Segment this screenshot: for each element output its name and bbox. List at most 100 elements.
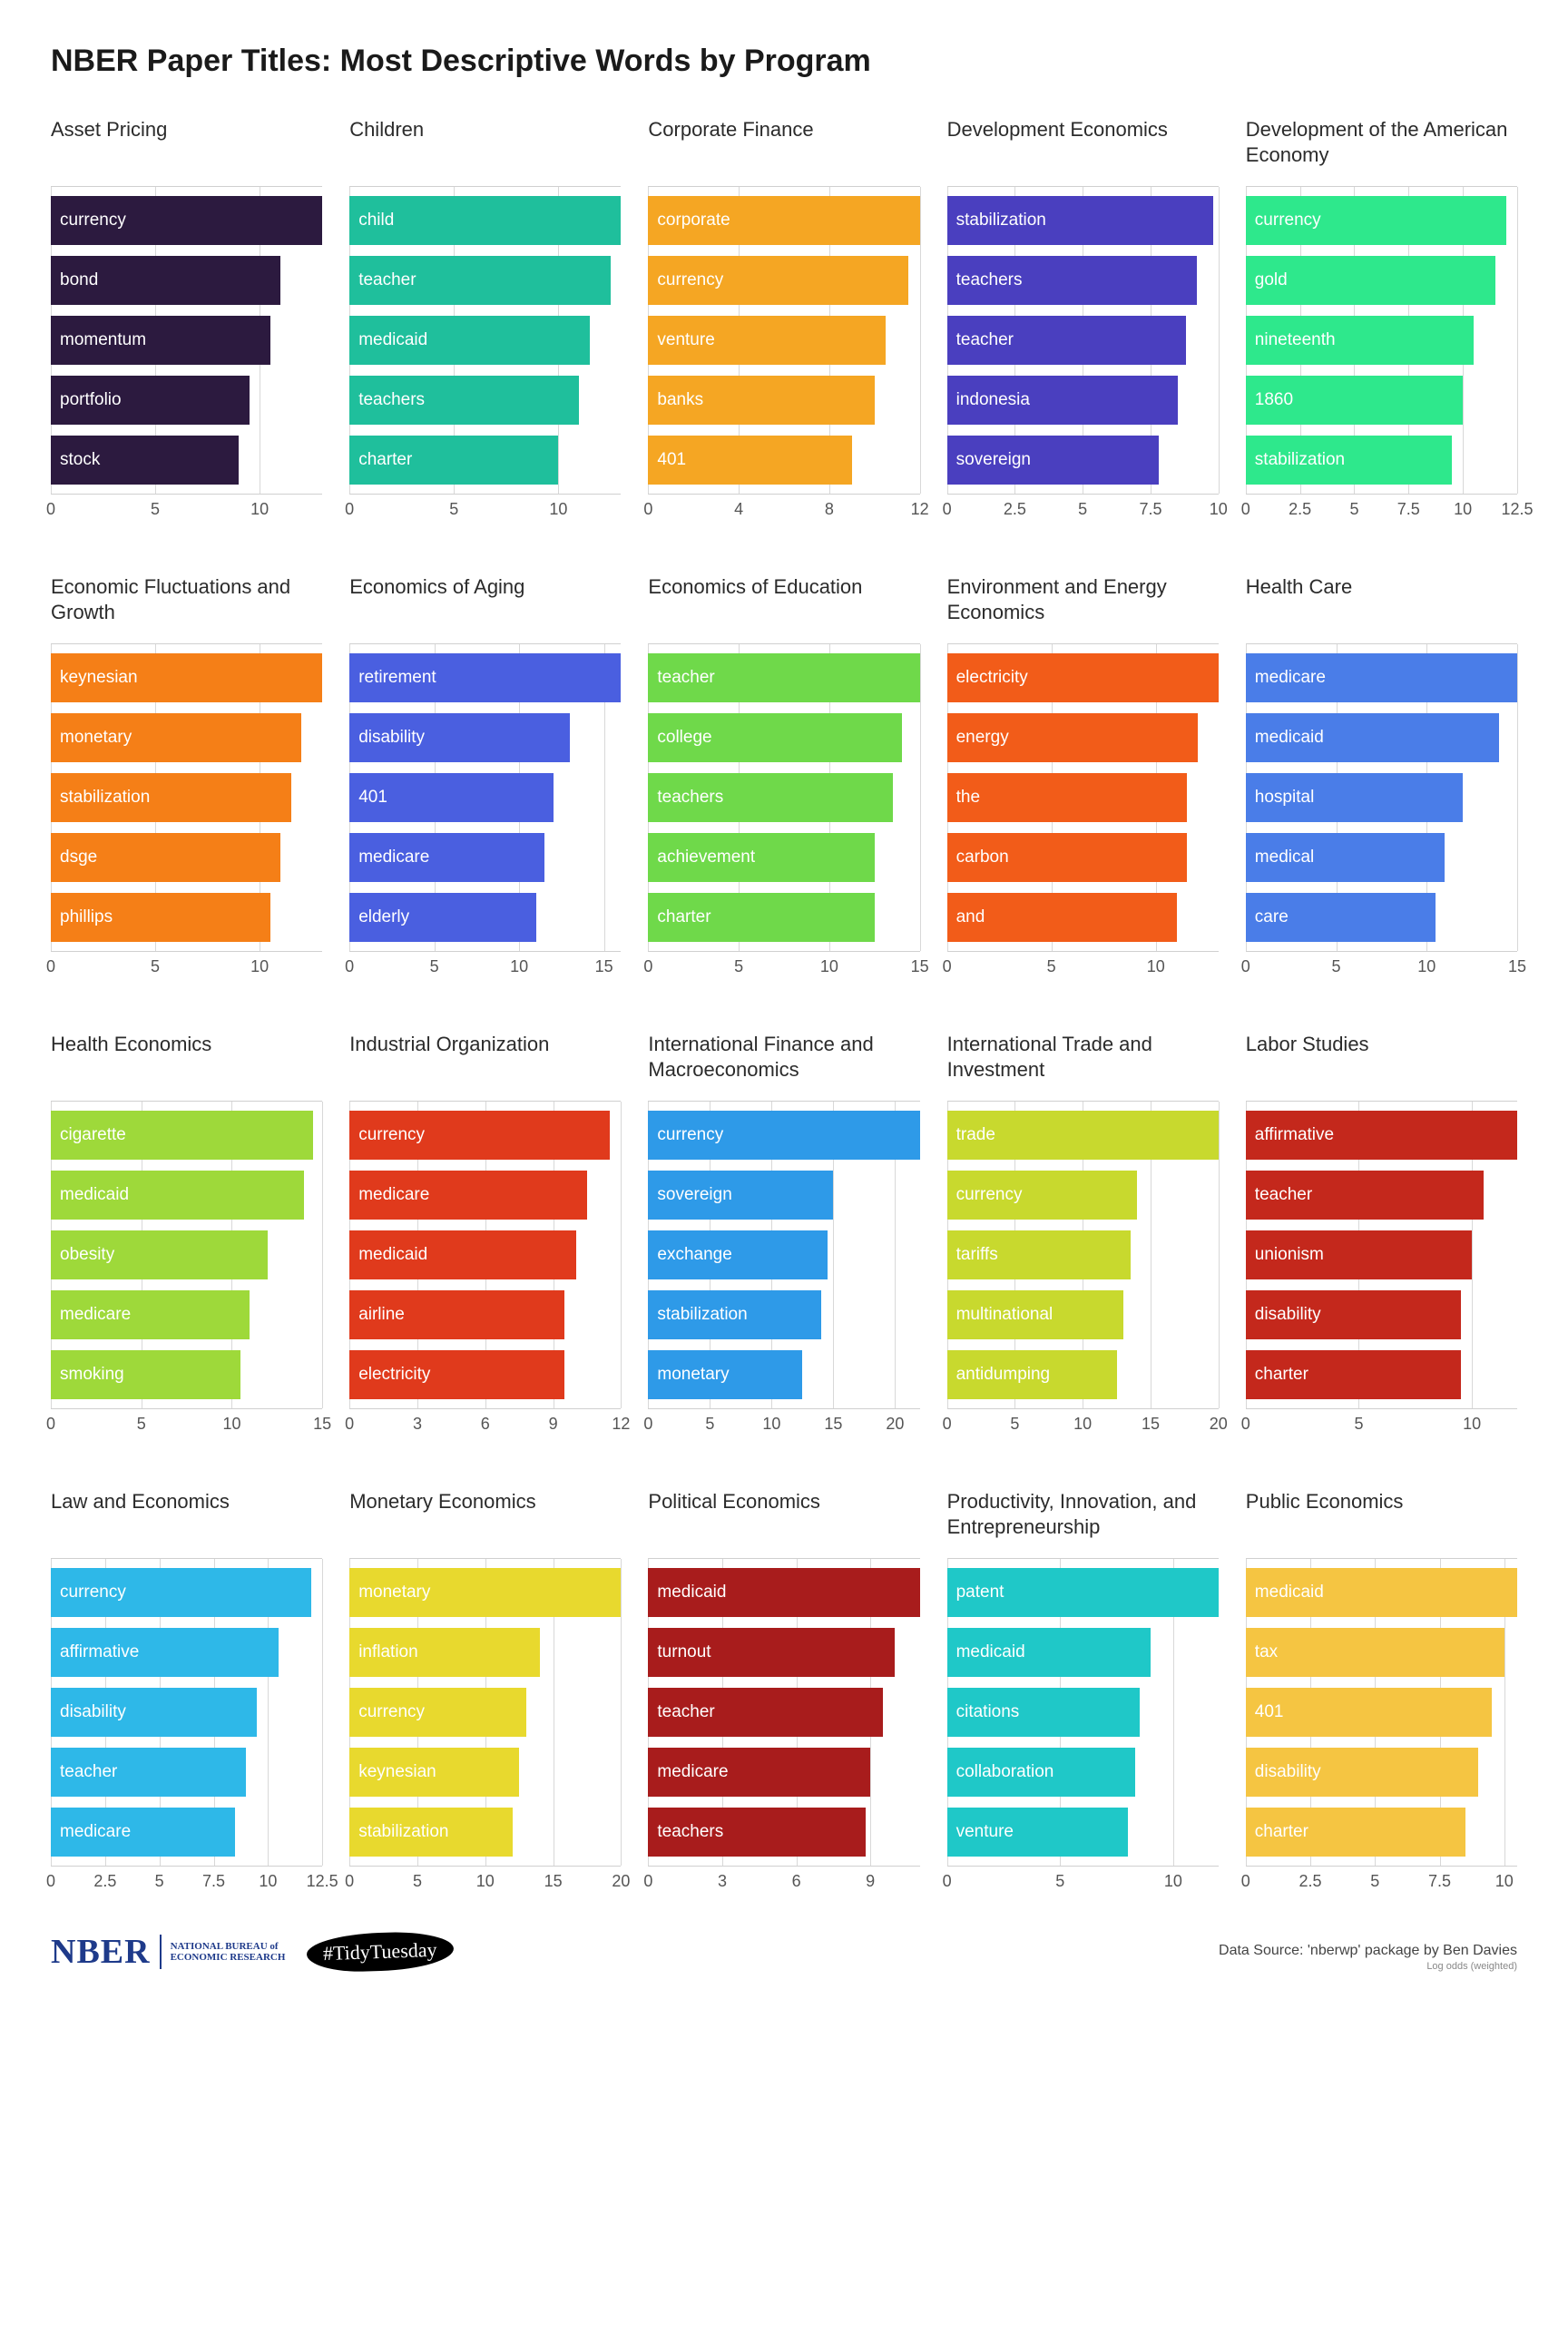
axis-tick: 2.5 — [1004, 500, 1026, 519]
bar-wrap: monetary — [349, 1568, 621, 1617]
bar: achievement — [648, 833, 874, 882]
chart-panel: Health Economicscigarettemedicaidobesity… — [51, 1032, 322, 1438]
bar: medicare — [1246, 653, 1517, 702]
bar-wrap: disability — [349, 713, 621, 762]
axis-tick: 15 — [1508, 957, 1526, 976]
axis-tick: 12.5 — [1501, 500, 1533, 519]
grid-line — [621, 1559, 622, 1866]
bar: disability — [51, 1688, 257, 1737]
bars-container: cigarettemedicaidobesitymedicaresmoking — [51, 1102, 322, 1408]
bar-wrap: indonesia — [947, 376, 1219, 425]
bars-container: stabilizationteachersteacherindonesiasov… — [947, 187, 1219, 494]
bar: citations — [947, 1688, 1140, 1737]
bar-label: obesity — [60, 1245, 114, 1265]
bar-label: medicare — [60, 1822, 131, 1842]
bars-container: currencymedicaremedicaidairlineelectrici… — [349, 1102, 621, 1408]
bars-container: affirmativeteacherunionismdisabilitychar… — [1246, 1102, 1517, 1408]
chart-panel: Political Economicsmedicaidturnoutteache… — [648, 1489, 919, 1896]
bars-container: teachercollegeteachersachievementcharter — [648, 644, 919, 951]
axis-tick: 10 — [476, 1872, 495, 1891]
x-axis: 0510 — [947, 1870, 1219, 1896]
bar-wrap: teacher — [349, 256, 621, 305]
bar: disability — [1246, 1748, 1478, 1797]
bar-label: care — [1255, 907, 1289, 927]
bar-wrap: nineteenth — [1246, 316, 1517, 365]
bar-wrap: keynesian — [51, 653, 322, 702]
axis-tick: 0 — [345, 1415, 354, 1434]
bar-wrap: venture — [947, 1808, 1219, 1857]
chart-panel: Development of the American Economycurre… — [1246, 117, 1517, 524]
bar-wrap: charter — [349, 436, 621, 485]
bar: obesity — [51, 1230, 268, 1279]
bar: monetary — [51, 713, 301, 762]
axis-tick: 4 — [734, 500, 743, 519]
axis-tick: 15 — [824, 1415, 842, 1434]
axis-tick: 5 — [1055, 1872, 1064, 1891]
bar-label: corporate — [657, 211, 730, 230]
axis-tick: 10 — [820, 957, 838, 976]
bar: trade — [947, 1111, 1219, 1160]
bar-wrap: corporate — [648, 196, 919, 245]
axis-tick: 10 — [1164, 1872, 1182, 1891]
bars-container: currencygoldnineteenth1860stabilization — [1246, 187, 1517, 494]
axis-tick: 3 — [718, 1872, 727, 1891]
bar: stabilization — [1246, 436, 1452, 485]
chart-area: currencysovereignexchangestabilizationmo… — [648, 1101, 919, 1409]
bar-label: teacher — [358, 270, 416, 290]
chart-panel: Productivity, Innovation, and Entreprene… — [947, 1489, 1219, 1896]
panel-title: Health Care — [1246, 574, 1517, 627]
chart-area: patentmedicaidcitationscollaborationvent… — [947, 1558, 1219, 1867]
bar: teacher — [648, 653, 919, 702]
axis-tick: 15 — [911, 957, 929, 976]
chart-area: corporatecurrencyventurebanks401 — [648, 186, 919, 495]
bar-label: medicaid — [956, 1642, 1025, 1662]
nber-word: NBER — [51, 1932, 151, 1972]
axis-tick: 0 — [345, 1872, 354, 1891]
chart-panel: Public Economicsmedicaidtax401disability… — [1246, 1489, 1517, 1896]
bar: phillips — [51, 893, 270, 942]
bar-label: bond — [60, 270, 98, 290]
axis-tick: 5 — [151, 957, 160, 976]
bar: disability — [1246, 1290, 1461, 1339]
bar-wrap: momentum — [51, 316, 322, 365]
bar-wrap: unionism — [1246, 1230, 1517, 1279]
x-axis: 051015 — [349, 956, 621, 981]
x-axis: 036912 — [349, 1413, 621, 1438]
bar-wrap: portfolio — [51, 376, 322, 425]
x-axis: 0369 — [648, 1870, 919, 1896]
bar-wrap: phillips — [51, 893, 322, 942]
bar-wrap: exchange — [648, 1230, 919, 1279]
x-axis: 05101520 — [648, 1413, 919, 1438]
bar: care — [1246, 893, 1436, 942]
axis-tick: 0 — [643, 957, 652, 976]
bar-label: monetary — [60, 728, 132, 748]
bar-label: currency — [60, 211, 126, 230]
bar-label: phillips — [60, 907, 113, 927]
axis-tick: 5 — [1010, 1415, 1019, 1434]
bar-wrap: electricity — [349, 1350, 621, 1399]
bar-label: child — [358, 211, 394, 230]
bar-label: medicare — [60, 1305, 131, 1325]
chart-area: tradecurrencytariffsmultinationalantidum… — [947, 1101, 1219, 1409]
chart-panel: Corporate Financecorporatecurrencyventur… — [648, 117, 919, 524]
bar-label: stabilization — [60, 788, 150, 808]
bar: teachers — [947, 256, 1197, 305]
bars-container: medicaremedicaidhospitalmedicalcare — [1246, 644, 1517, 951]
bar-label: achievement — [657, 848, 755, 867]
bar: medicaid — [947, 1628, 1151, 1677]
bar-wrap: currency — [648, 256, 919, 305]
bar: stabilization — [947, 196, 1213, 245]
bar: charter — [1246, 1350, 1461, 1399]
bar: stabilization — [648, 1290, 820, 1339]
bar-wrap: teachers — [648, 773, 919, 822]
axis-tick: 5 — [1078, 500, 1087, 519]
bar-label: affirmative — [60, 1642, 139, 1662]
chart-panel: Law and Economicscurrencyaffirmativedisa… — [51, 1489, 322, 1896]
chart-panel: International Trade and Investmenttradec… — [947, 1032, 1219, 1438]
bar: medicaid — [349, 1230, 575, 1279]
bar-label: teacher — [1255, 1185, 1312, 1205]
x-axis: 051015 — [648, 956, 919, 981]
bars-container: corporatecurrencyventurebanks401 — [648, 187, 919, 494]
bar-label: medicare — [358, 1185, 429, 1205]
chart-area: electricityenergythecarbonand — [947, 643, 1219, 952]
